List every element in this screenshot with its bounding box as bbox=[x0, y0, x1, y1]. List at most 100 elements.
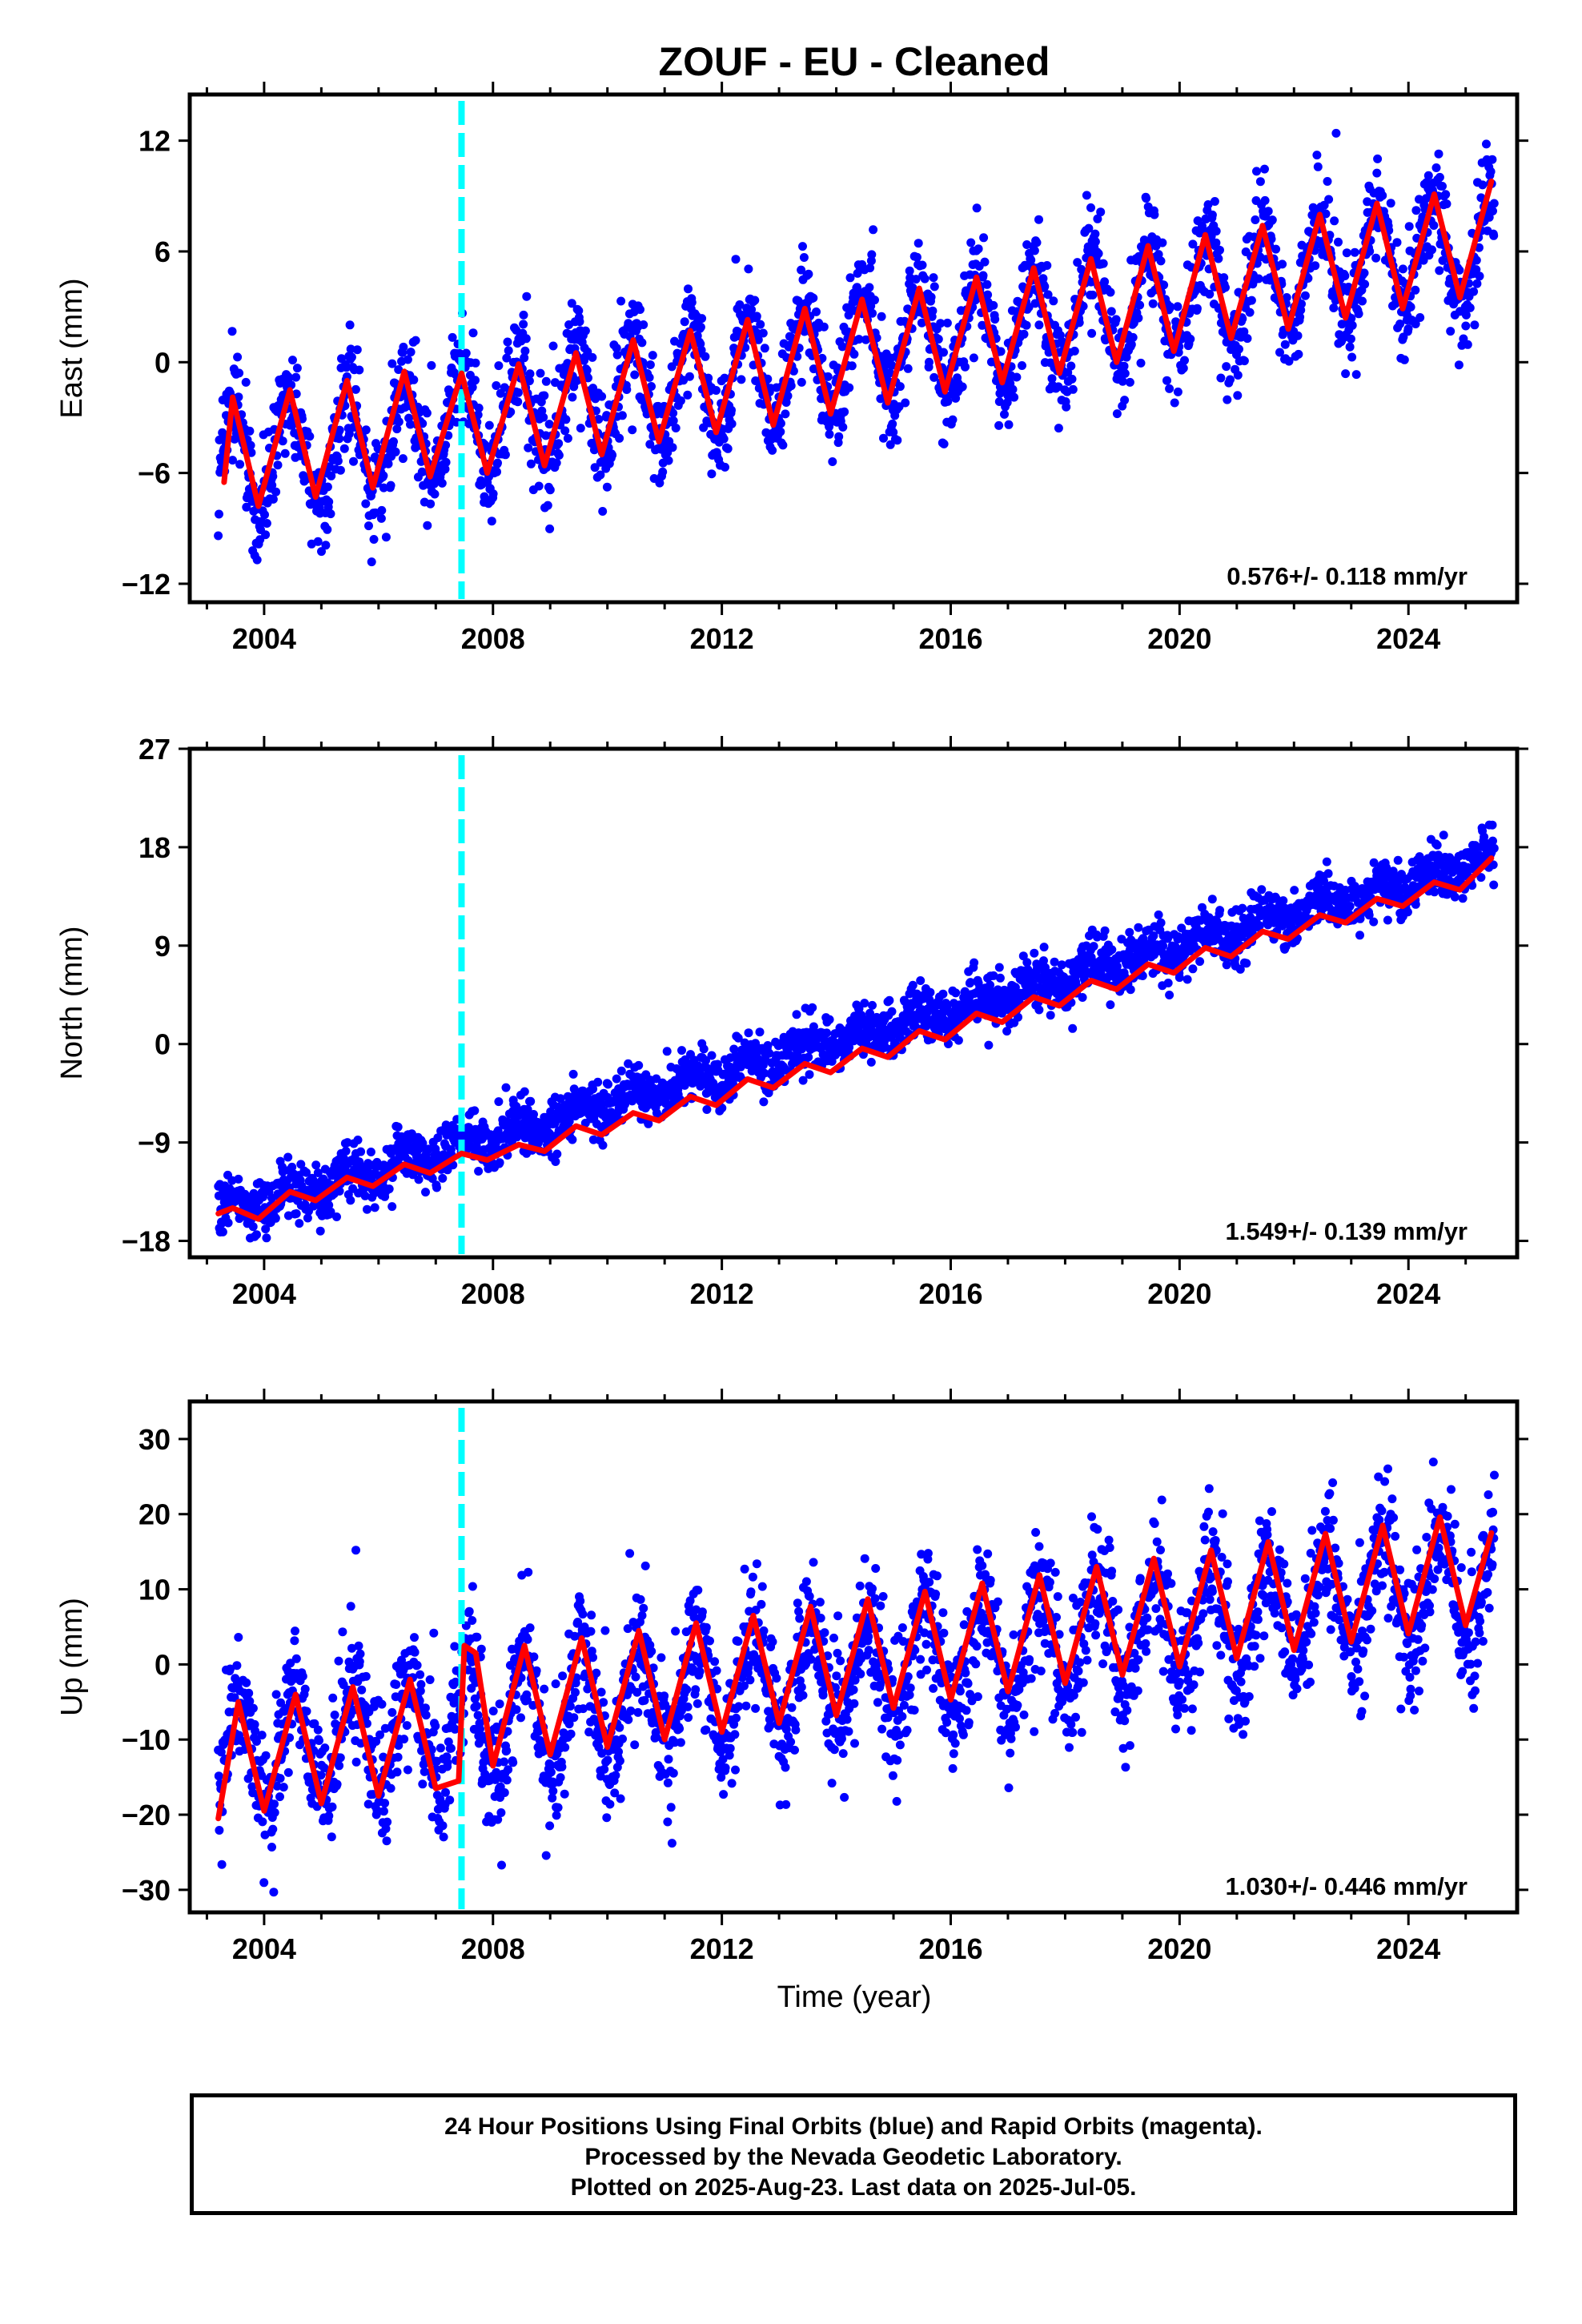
data-point bbox=[1455, 265, 1464, 275]
data-point bbox=[1324, 195, 1334, 204]
data-point bbox=[1134, 313, 1143, 323]
data-point bbox=[1030, 948, 1039, 958]
data-point bbox=[596, 470, 605, 480]
data-point bbox=[536, 368, 545, 378]
data-point bbox=[1042, 261, 1052, 270]
data-point bbox=[1233, 391, 1243, 400]
data-point bbox=[994, 963, 1004, 972]
data-point bbox=[861, 335, 870, 344]
data-point bbox=[1235, 964, 1245, 974]
data-point bbox=[305, 432, 315, 441]
data-point bbox=[1403, 324, 1413, 333]
data-point bbox=[426, 499, 436, 509]
data-point bbox=[671, 424, 681, 432]
data-point bbox=[970, 958, 979, 967]
data-point bbox=[1192, 304, 1202, 313]
data-point bbox=[1159, 280, 1169, 290]
data-point bbox=[437, 478, 447, 488]
data-point bbox=[872, 1012, 881, 1022]
data-point bbox=[916, 976, 926, 985]
data-point bbox=[567, 299, 576, 308]
data-point bbox=[1106, 1000, 1115, 1010]
data-point bbox=[845, 1043, 854, 1052]
data-point bbox=[809, 364, 818, 374]
data-point bbox=[1226, 375, 1235, 384]
data-point bbox=[1359, 268, 1369, 278]
data-point bbox=[214, 531, 223, 541]
data-point bbox=[513, 397, 523, 407]
data-point bbox=[860, 999, 869, 1008]
data-point bbox=[867, 250, 877, 259]
data-point bbox=[1431, 163, 1441, 172]
data-point bbox=[903, 364, 913, 373]
data-point bbox=[344, 429, 354, 439]
data-point bbox=[1142, 194, 1151, 203]
data-point bbox=[1252, 167, 1261, 176]
data-point bbox=[684, 284, 693, 294]
data-point bbox=[1239, 327, 1249, 336]
data-point bbox=[227, 327, 237, 336]
data-point bbox=[471, 358, 480, 368]
data-point bbox=[568, 1069, 578, 1079]
data-point bbox=[990, 315, 1000, 324]
data-point bbox=[590, 463, 600, 472]
data-point bbox=[1008, 384, 1018, 394]
data-point bbox=[1030, 246, 1039, 255]
data-point bbox=[616, 1066, 626, 1076]
data-point bbox=[1188, 964, 1198, 974]
data-point bbox=[1438, 182, 1447, 191]
data-point bbox=[522, 292, 532, 301]
data-point bbox=[1215, 906, 1225, 915]
data-point bbox=[339, 444, 349, 453]
data-point bbox=[893, 436, 902, 445]
data-point bbox=[978, 320, 987, 330]
data-point bbox=[1063, 368, 1073, 377]
data-point bbox=[866, 1057, 876, 1067]
data-point bbox=[1461, 321, 1471, 331]
data-point bbox=[608, 450, 617, 460]
data-point bbox=[503, 337, 512, 347]
data-point bbox=[1281, 942, 1291, 951]
data-point bbox=[1472, 279, 1482, 288]
data-point bbox=[1055, 331, 1065, 340]
data-point bbox=[1088, 290, 1098, 300]
data-point bbox=[840, 407, 849, 416]
data-point bbox=[1112, 409, 1122, 419]
data-point bbox=[311, 1160, 321, 1170]
data-point bbox=[901, 398, 910, 408]
data-point bbox=[731, 255, 741, 264]
data-point bbox=[327, 471, 336, 480]
data-point bbox=[644, 1119, 653, 1128]
data-point bbox=[895, 382, 905, 392]
data-point bbox=[912, 252, 921, 262]
x-tick-label: 2020 bbox=[1147, 622, 1211, 655]
data-point bbox=[252, 555, 262, 565]
data-point bbox=[235, 460, 245, 469]
data-point bbox=[461, 348, 471, 358]
data-point bbox=[313, 1168, 323, 1177]
data-point bbox=[1126, 985, 1135, 995]
data-point bbox=[1347, 320, 1357, 330]
data-point bbox=[1135, 300, 1145, 310]
data-point bbox=[1223, 395, 1232, 404]
data-point bbox=[1330, 216, 1339, 226]
data-point bbox=[387, 1202, 397, 1212]
data-point bbox=[1238, 903, 1247, 913]
velocity-annotation: 0.576+/- 0.118 mm/yr bbox=[1227, 562, 1468, 590]
data-point bbox=[1156, 918, 1166, 927]
data-point bbox=[473, 410, 483, 420]
data-point bbox=[1062, 402, 1071, 412]
data-point bbox=[837, 342, 847, 352]
data-point bbox=[979, 233, 989, 243]
data-point bbox=[1136, 358, 1146, 368]
data-point bbox=[215, 509, 223, 519]
data-point bbox=[733, 1033, 743, 1043]
data-point bbox=[697, 314, 707, 324]
data-point bbox=[786, 381, 796, 391]
data-point bbox=[938, 989, 948, 999]
data-point bbox=[546, 1107, 556, 1116]
data-point bbox=[1089, 942, 1098, 951]
data-point bbox=[1207, 210, 1217, 219]
data-point bbox=[1488, 207, 1497, 215]
data-point bbox=[1365, 247, 1375, 256]
